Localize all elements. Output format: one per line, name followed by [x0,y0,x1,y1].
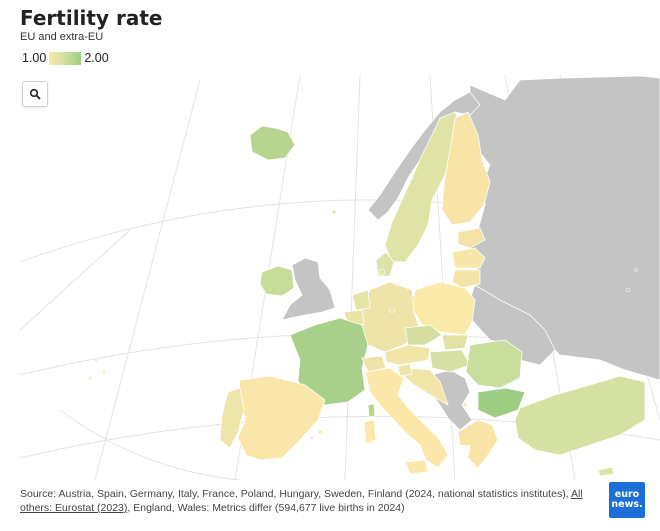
region-netherlands[interactable] [351,289,371,311]
region-italy[interactable] [364,367,449,469]
page-title: Fertility rate [20,6,163,30]
region-turkey[interactable] [514,375,646,456]
region-hungary[interactable] [429,349,471,373]
region-lithuania[interactable] [451,269,481,289]
source-tail-text: , England, Wales: Metrics differ (594,67… [127,502,405,514]
region-greece[interactable] [457,419,499,469]
legend-max-label: 2.00 [84,51,109,65]
legend-min-label: 1.00 [22,51,47,65]
europe-map[interactable] [0,0,660,480]
search-icon [29,88,41,100]
small-islands [88,209,638,440]
region-cyprus[interactable] [597,466,615,477]
region-iceland[interactable] [249,125,296,161]
region-poland[interactable] [411,281,476,336]
region-ireland[interactable] [259,265,295,297]
region-finland[interactable] [441,111,491,226]
region-estonia[interactable] [457,227,486,249]
logo-line-1: euro [614,489,640,500]
region-spain[interactable] [237,375,326,461]
page-subtitle: EU and extra-EU [20,31,104,43]
search-button[interactable] [22,81,48,107]
region-bulgaria[interactable] [477,387,526,419]
region-czechia[interactable] [404,324,443,346]
region-romania[interactable] [465,339,523,389]
euronews-logo: euro news. [609,482,645,518]
region-uk[interactable] [281,257,336,321]
eurostat-link[interactable]: All others: Eurostat (2023) [20,488,583,514]
region-slovenia[interactable] [397,363,413,377]
color-legend: 1.00 2.00 [22,50,109,66]
region-slovakia[interactable] [441,334,469,351]
region-austria[interactable] [384,344,431,366]
source-note: Source: Austria, Spain, Germany, Italy, … [20,487,600,515]
region-latvia[interactable] [451,247,486,269]
logo-line-2: news. [611,499,643,510]
region-sardinia[interactable] [363,419,377,445]
region-corsica[interactable] [367,403,376,418]
region-croatia[interactable] [403,367,449,406]
region-portugal[interactable] [219,387,245,449]
region-switzerland[interactable] [361,355,387,373]
legend-gradient-bar [49,51,82,65]
region-france[interactable] [289,317,369,406]
region-sicily[interactable] [404,459,429,475]
source-text: Source: Austria, Spain, Germany, Italy, … [20,488,571,500]
